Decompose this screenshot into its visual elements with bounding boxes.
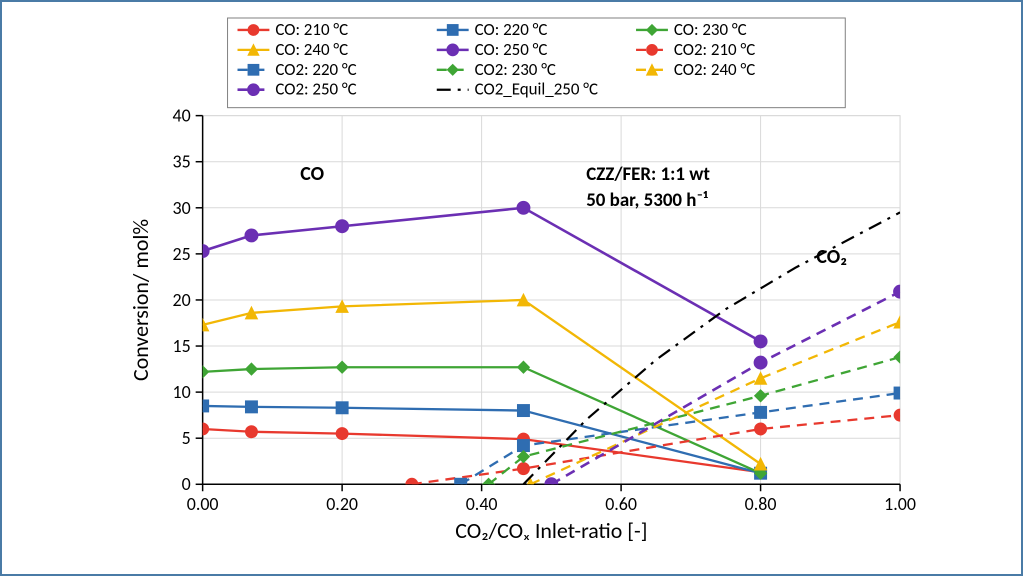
svg-text:0.00: 0.00: [187, 493, 219, 515]
legend: CO: 210 °C CO: 220 °C CO: 230 °C CO: 240 °C…: [228, 18, 846, 108]
svg-text:5: 5: [182, 427, 191, 449]
svg-text:20: 20: [173, 289, 191, 311]
legend-label: CO: 220 °C: [475, 19, 548, 40]
legend-label: CO: 230 °C: [674, 19, 747, 40]
legend-label: CO2: 240 °C: [674, 59, 755, 80]
conversion-chart: 0.00 0.20 0.40 0.60 0.80 1.00 0 5 10 15 20 25 30 35 40…: [62, 16, 961, 560]
svg-text:1.00: 1.00: [884, 493, 916, 515]
legend-label: CO2_Equil_250 °C: [475, 79, 598, 100]
svg-text:0.60: 0.60: [605, 493, 637, 515]
svg-text:40: 40: [173, 105, 191, 127]
x-axis-label: CO₂/COₓ Inlet-ratio [-]: [455, 517, 647, 544]
svg-text:15: 15: [173, 335, 191, 357]
chart-container: 0.00 0.20 0.40 0.60 0.80 1.00 0 5 10 15 20 25 30 35 40…: [62, 16, 961, 560]
legend-label: CO2: 220 °C: [275, 59, 356, 80]
svg-text:25: 25: [173, 243, 191, 265]
legend-label: CO: 250 °C: [475, 39, 548, 60]
svg-text:0: 0: [182, 473, 191, 495]
svg-text:0.80: 0.80: [745, 493, 777, 515]
svg-text:30: 30: [173, 197, 191, 219]
legend-label: CO: 210 °C: [275, 19, 348, 40]
chart-frame: 0.00 0.20 0.40 0.60 0.80 1.00 0 5 10 15 20 25 30 35 40…: [0, 0, 1023, 576]
svg-text:35: 35: [173, 151, 191, 173]
annotation: CO: [300, 162, 324, 186]
legend-label: CO: 240 °C: [275, 39, 348, 60]
annotation: CZZ/FER: 1:1 wt: [586, 163, 710, 186]
annotation: 50 bar, 5300 h⁻¹: [586, 189, 708, 212]
legend-label: CO2: 230 °C: [475, 59, 556, 80]
svg-text:0.40: 0.40: [466, 493, 498, 515]
y-axis-label: Conversion/ mol%: [127, 219, 154, 381]
legend-label: CO2: 250 °C: [275, 79, 356, 100]
svg-text:0.20: 0.20: [326, 493, 358, 515]
annotation: CO₂: [816, 245, 847, 269]
legend-label: CO2: 210 °C: [674, 39, 755, 60]
svg-text:10: 10: [173, 381, 191, 403]
